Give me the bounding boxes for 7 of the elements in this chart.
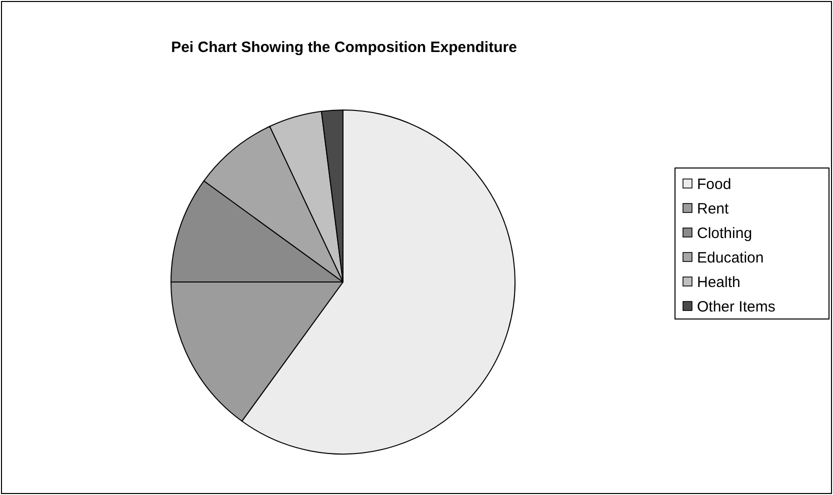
legend-label: Food (697, 176, 732, 193)
legend-label: Clothing (697, 225, 752, 242)
legend-label: Health (697, 274, 740, 291)
chart-title: Pei Chart Showing the Composition Expenditure (171, 39, 517, 56)
legend-label: Rent (697, 200, 730, 218)
legend-label: Other Items (697, 298, 776, 316)
legend-label: Education (697, 250, 764, 266)
